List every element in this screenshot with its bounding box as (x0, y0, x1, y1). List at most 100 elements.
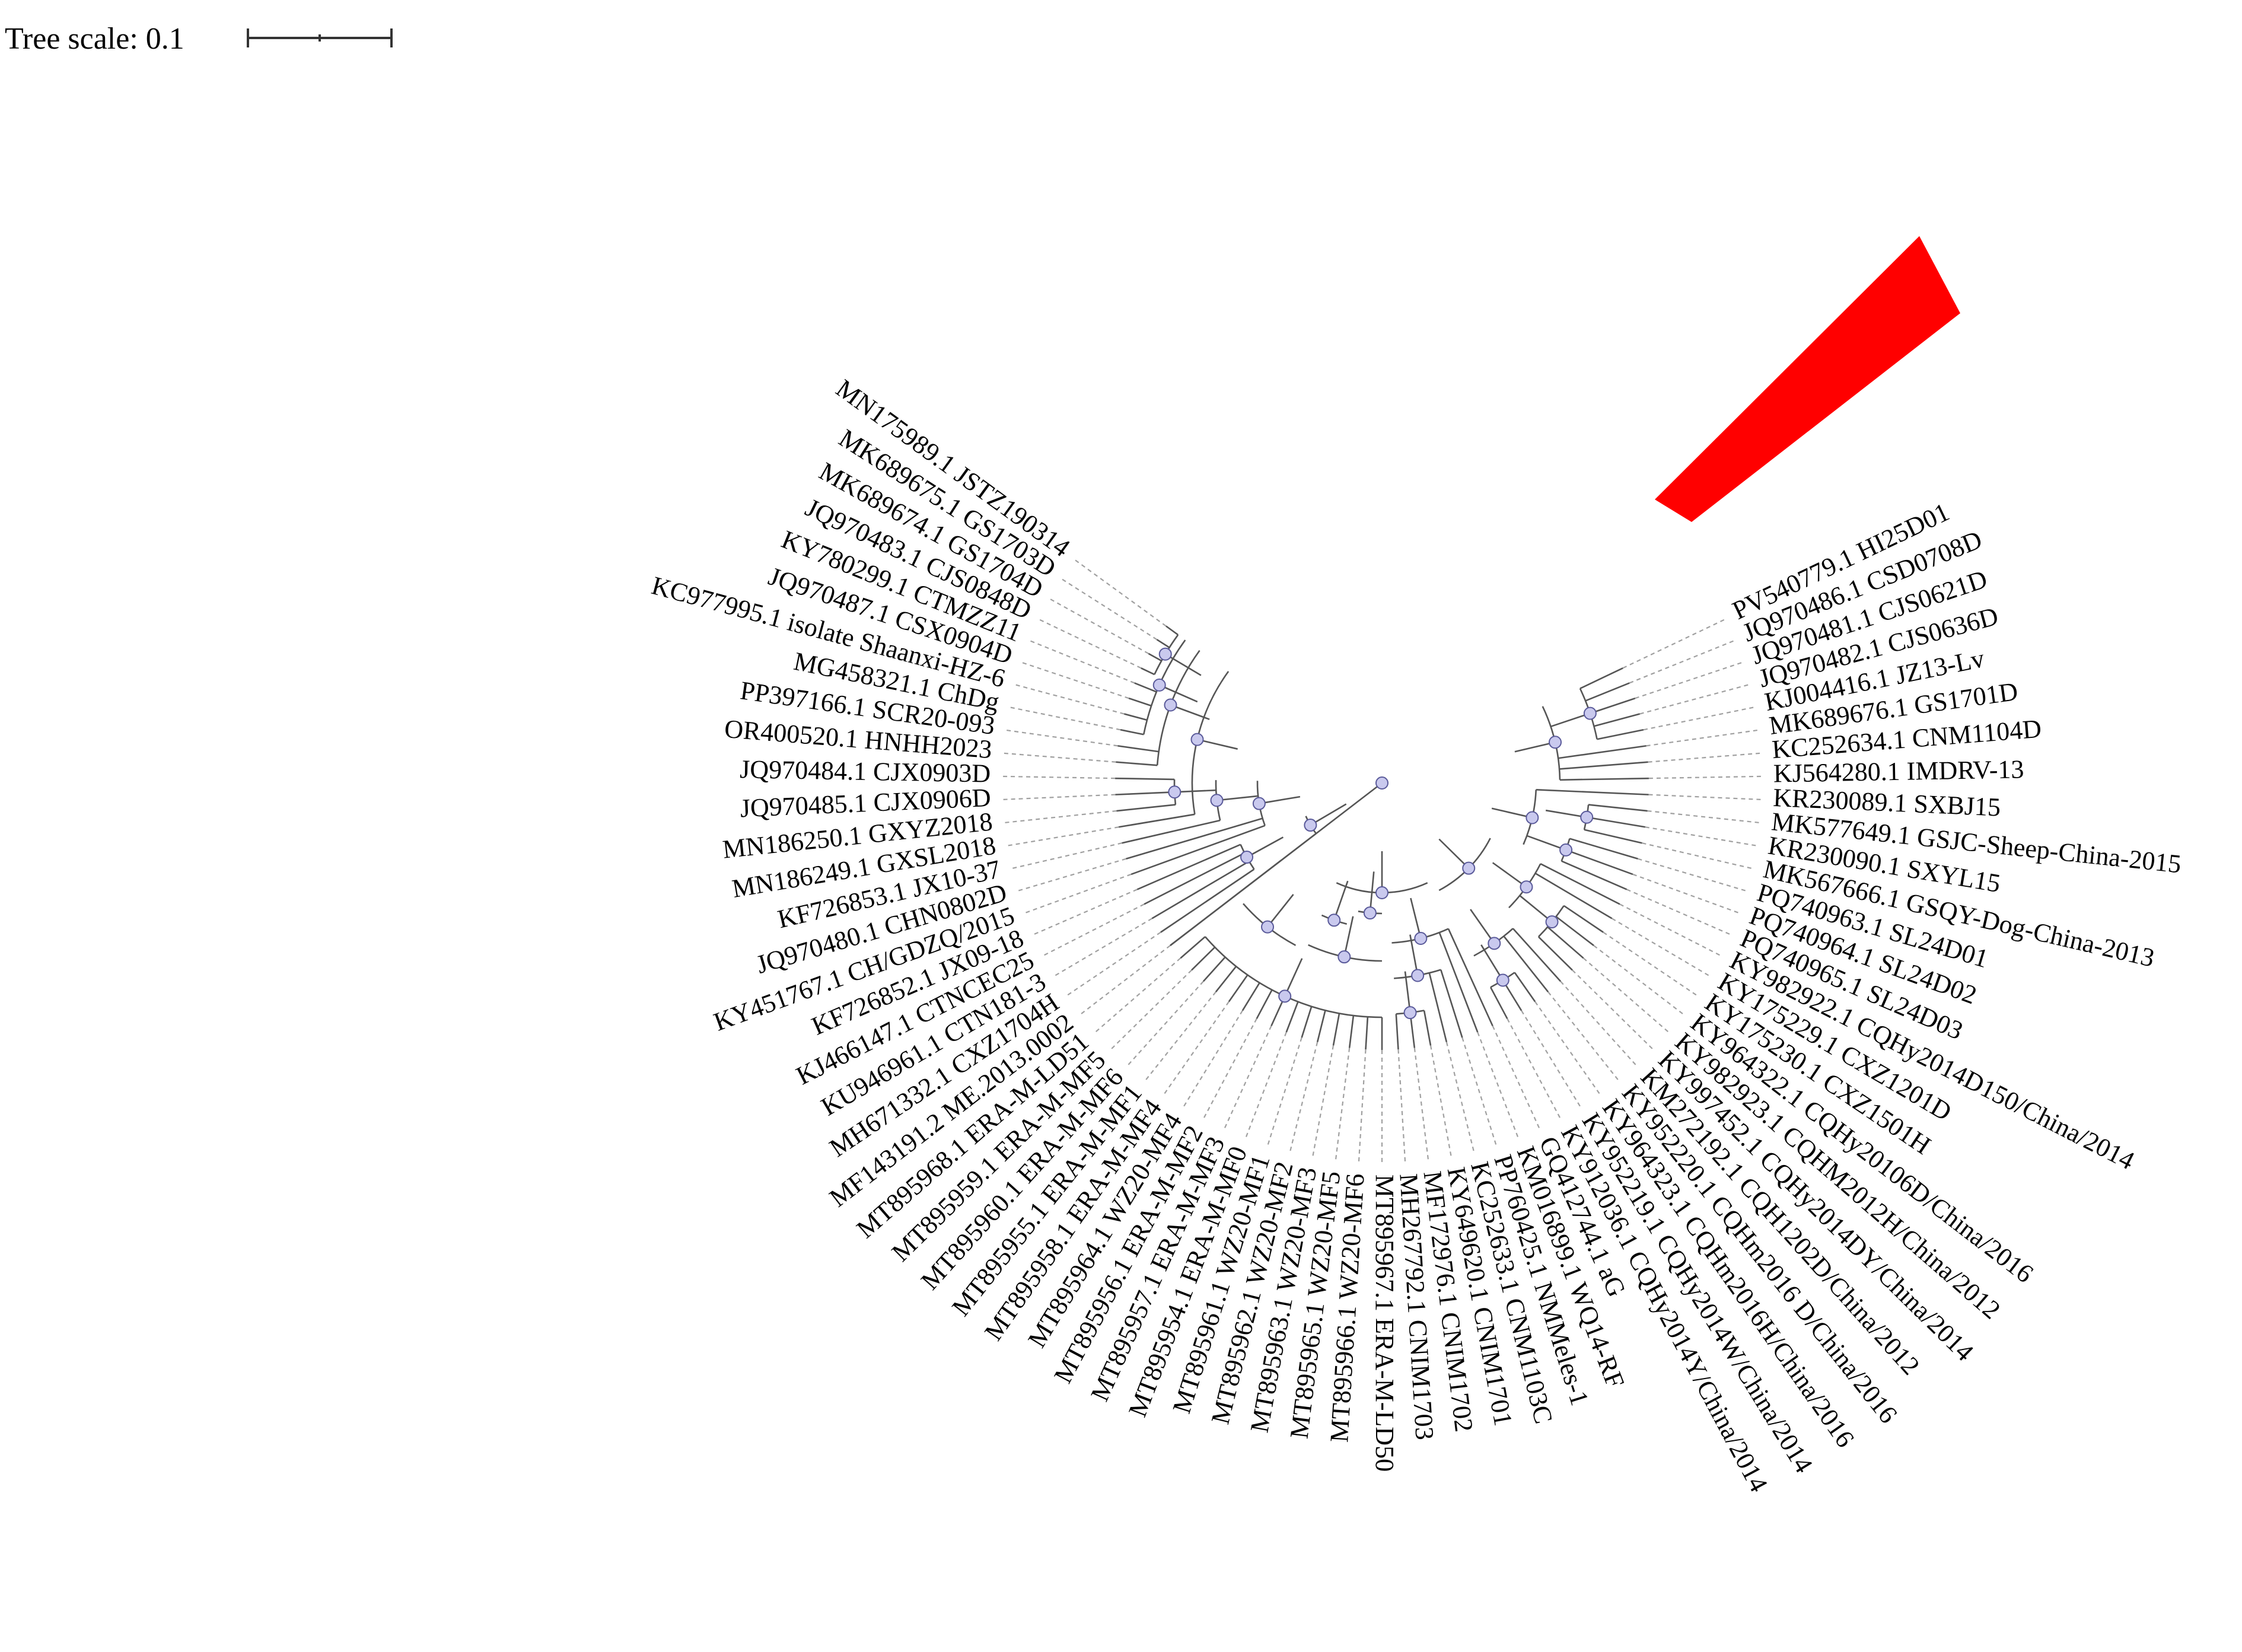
terminal-branch (1558, 745, 1647, 759)
terminal-branch (1586, 816, 1646, 828)
terminal-branch (1565, 849, 1633, 876)
terminal-branch (1563, 905, 1604, 933)
clade-stem (1491, 807, 1533, 819)
leaf-label: MT895967.1 ERA-M-LD50 (1370, 1174, 1399, 1472)
internal-node (1580, 810, 1594, 824)
internal-node (1327, 913, 1341, 927)
internal-node (1520, 880, 1533, 894)
terminal-branch (1165, 625, 1179, 636)
terminal-branch (1597, 729, 1644, 740)
terminal-branch (1534, 873, 1613, 919)
terminal-branch (1130, 825, 1266, 876)
leaf-leader-line (1643, 706, 1757, 731)
leaf-leader-line (1001, 810, 1117, 824)
leaf-leader-line (1534, 1001, 1602, 1097)
terminal-branch (1555, 916, 1594, 946)
terminal-branch (1489, 986, 1508, 1019)
leaf-leader-line (1429, 1045, 1453, 1160)
leaf-leader-line (1093, 957, 1181, 1035)
leaf-leader-line (1645, 826, 1760, 847)
terminal-branch (1256, 989, 1273, 1019)
leaf-leader-line (1629, 639, 1737, 684)
terminal-branch (1118, 813, 1195, 828)
terminal-branch (1136, 843, 1241, 890)
terminal-branch (1440, 969, 1463, 1038)
clade-stem (1545, 809, 1587, 819)
leaf-leader-line (1648, 775, 1765, 779)
clade-stem (1480, 944, 1504, 981)
terminal-branch (1332, 1013, 1340, 1046)
terminal-branch (1148, 652, 1162, 662)
clade-stem (1519, 895, 1553, 923)
terminal-branch (1536, 789, 1649, 795)
internal-node (1526, 811, 1539, 825)
internal-node (1496, 973, 1509, 987)
terminal-branch (1559, 761, 1648, 770)
terminal-branch (1561, 860, 1628, 890)
leaf-leader-line (1560, 981, 1639, 1068)
clade-stem (1438, 838, 1470, 869)
terminal-branch (1116, 804, 1176, 812)
terminal-branch (1134, 682, 1157, 693)
internal-node (1462, 861, 1476, 875)
internal-node (1240, 851, 1254, 864)
terminal-branch (1579, 667, 1623, 689)
internal-node (1278, 989, 1292, 1003)
terminal-branch (1144, 852, 1245, 905)
internal-node (1403, 1006, 1417, 1020)
terminal-branch (1215, 966, 1237, 992)
leaf-label: JQ970484.1 CJX0903D (740, 755, 991, 788)
terminal-branch (1588, 804, 1648, 812)
internal-node (1158, 647, 1172, 661)
leaf-leader-line (1358, 1049, 1367, 1165)
leaf-leader-line (1047, 597, 1149, 654)
terminal-branch (1241, 982, 1260, 1011)
internal-node (1583, 706, 1597, 720)
leaf-leader-line (1521, 1010, 1582, 1110)
internal-node (1414, 931, 1428, 945)
leaf-leader-line (999, 794, 1116, 801)
terminal-branch (1180, 936, 1206, 959)
leaf-leader-line (1003, 729, 1118, 747)
clade-stem (1404, 971, 1411, 1013)
terminal-branch (1122, 819, 1221, 844)
leaf-leader-line (1012, 683, 1125, 715)
clade-stem (1174, 789, 1216, 793)
leaf-leader-line (1492, 1026, 1542, 1132)
leaf-leader-line (1639, 683, 1752, 715)
internal-node (1488, 937, 1501, 950)
terminal-branch (1395, 1014, 1399, 1050)
tree-scale-label: Tree scale: 0.1 (5, 22, 184, 56)
leaf-leader-line (1507, 1018, 1562, 1122)
leaf-leader-line (1059, 577, 1158, 641)
internal-node (1252, 797, 1266, 810)
leaf-leader-line (1162, 1001, 1230, 1097)
leaf-leader-line (1266, 1037, 1302, 1148)
leaf-leader-line (1222, 1026, 1272, 1132)
leaf-leader-line (1202, 1018, 1257, 1122)
clade-stem (1267, 894, 1294, 928)
terminal-branch (1594, 713, 1641, 727)
terminal-branch (1117, 745, 1159, 753)
leaf-leader-line (1632, 873, 1742, 915)
leaf-leader-line (999, 775, 1116, 779)
leaf-leader-line (1622, 617, 1728, 669)
leaf-leader-line (1477, 1032, 1520, 1141)
leaf-leader-line (1626, 889, 1733, 937)
leaf-label: KJ564280.1 IMDRV-13 (1773, 755, 2024, 788)
clade-stem (1470, 909, 1495, 944)
leaf-leader-line (1022, 873, 1132, 915)
internal-node (1545, 915, 1559, 929)
leaf-leader-line (1072, 557, 1167, 627)
leaf-leader-line (1009, 842, 1122, 870)
leaf-leader-line (1311, 1045, 1335, 1160)
tree-scale-legend: Tree scale: 0.1 (5, 22, 393, 56)
terminal-branch (1141, 667, 1155, 676)
terminal-branch (1115, 791, 1175, 795)
terminal-branch (1126, 817, 1263, 860)
tree-branches (1115, 625, 1649, 1050)
leaf-leader-lines (999, 557, 1765, 1166)
clade-stem (1310, 803, 1347, 826)
clade-stem (1159, 684, 1198, 703)
leaf-leader-line (1603, 931, 1700, 998)
